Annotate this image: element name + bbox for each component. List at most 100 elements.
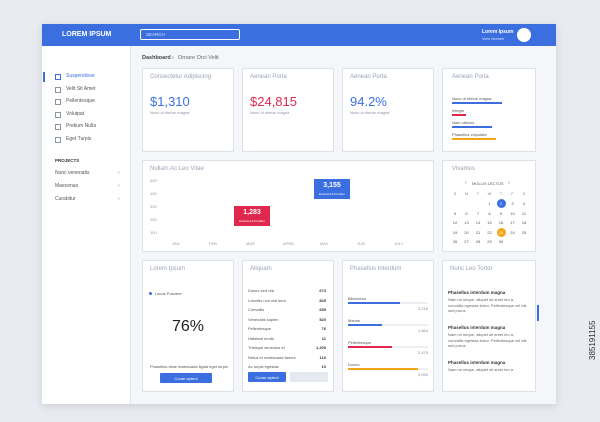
nav-icon — [55, 111, 61, 118]
progress-bar — [452, 114, 466, 116]
card — [342, 68, 434, 152]
calendar-day[interactable]: 16 — [498, 220, 504, 225]
nav-item[interactable]: Eget Turpis — [66, 135, 92, 142]
x-tick-label: JUN — [357, 241, 365, 246]
calendar-day[interactable]: 20 — [464, 229, 469, 235]
bar-fill — [348, 368, 418, 370]
calendar-day[interactable]: 2 — [499, 201, 503, 206]
row-label: Pellentesque — [248, 326, 272, 331]
bar-fill — [348, 324, 382, 326]
calendar-day[interactable]: 9 — [499, 210, 503, 216]
user-role: Vero Nomen — [482, 36, 505, 41]
project-chevron[interactable]: › — [118, 170, 120, 176]
day-highlight — [496, 199, 506, 208]
progress-bar — [452, 138, 496, 140]
calendar-day[interactable]: 21 — [475, 229, 481, 235]
card — [442, 160, 536, 252]
calendar-day[interactable]: 1 — [488, 201, 491, 206]
calendar-day[interactable]: 30 — [498, 239, 504, 244]
bar-fill — [348, 346, 392, 348]
row-value: 659 — [319, 307, 326, 312]
calendar-day[interactable]: 23 — [498, 229, 504, 235]
nav-icon — [55, 99, 61, 105]
calendar-day[interactable]: 8 — [488, 210, 491, 216]
calendar-day[interactable]: 15 — [487, 220, 492, 225]
card — [142, 160, 434, 252]
weekday: M — [464, 191, 469, 196]
y-tick-label: 500 — [150, 178, 157, 183]
stat-caption: Nunc ut ritetue magna — [150, 110, 190, 115]
breadcrumb-root[interactable]: Dashboard — [142, 55, 171, 61]
search-box[interactable] — [140, 29, 240, 40]
nav-item[interactable]: Velit Sit Amet — [66, 85, 96, 92]
calendar-day[interactable]: 17 — [510, 220, 515, 225]
watermark-id: 385191155 — [588, 320, 597, 360]
calendar-day[interactable]: 4 — [522, 201, 526, 206]
row-value: 825 — [319, 297, 326, 303]
calendar-day[interactable]: 13 — [464, 220, 469, 225]
donut-percent: 76% — [171, 318, 205, 335]
nav-item[interactable]: Pellentesque — [66, 98, 95, 104]
donut-text: Phasellus vitae malesuada ligula eget tu… — [150, 364, 228, 369]
card — [242, 260, 334, 392]
calendar-day[interactable]: 29 — [487, 239, 492, 244]
callout-value: 1,283 — [243, 209, 261, 216]
calendar-day[interactable]: 14 — [475, 220, 481, 225]
row-value: 673 — [319, 288, 326, 293]
card-title: Aenean Porta — [452, 74, 489, 80]
calendar-day[interactable]: 10 — [510, 210, 515, 216]
news-heading: Phasellus interdum magna — [448, 325, 506, 330]
calendar-day[interactable]: 11 — [521, 210, 527, 216]
calendar-day[interactable]: 18 — [521, 220, 527, 225]
callout-caption: Euismod & Porttitor — [319, 192, 345, 196]
news-heading: Phasellus interdum magna — [448, 360, 506, 365]
callout — [314, 179, 350, 199]
calendar-day[interactable]: 22 — [487, 229, 492, 235]
card — [342, 260, 434, 392]
bar-label: Mauris — [348, 318, 361, 323]
month-prev[interactable]: ‹ — [465, 180, 467, 186]
card-title: Phasellus Interdum — [350, 266, 402, 272]
calendar-day[interactable]: 7 — [476, 210, 480, 216]
logo: LOREM IPSUM — [62, 31, 112, 38]
y-tick-label: 400 — [150, 191, 157, 196]
weekday: T — [499, 191, 503, 196]
calendar-day[interactable]: 6 — [465, 210, 468, 216]
x-tick-label: JAN — [172, 241, 180, 246]
card — [142, 68, 234, 152]
calendar-day[interactable]: 26 — [452, 239, 458, 244]
weekday: S — [453, 191, 457, 196]
calendar-day[interactable]: 12 — [452, 220, 458, 225]
nav-item[interactable]: Pretium Nulla — [66, 123, 97, 129]
calendar-day[interactable]: 28 — [475, 239, 481, 244]
progress-label: Phasellus vulputate — [452, 132, 487, 137]
bar-value: 1,864 — [417, 328, 428, 333]
card-title: Aliquam — [250, 266, 272, 272]
search-placeholder: SEARCH — [146, 32, 165, 37]
calendar-day[interactable]: 5 — [453, 210, 457, 216]
nav-item[interactable]: Suspendisse — [66, 73, 95, 79]
x-tick-label: JULY — [394, 241, 404, 246]
nav-item[interactable]: Volutpat — [66, 110, 85, 117]
calendar-day[interactable]: 3 — [511, 201, 514, 206]
month-next[interactable]: › — [508, 180, 510, 186]
row-value: 11 — [321, 335, 326, 341]
calendar-day[interactable]: 27 — [464, 239, 469, 244]
button-secondary[interactable] — [290, 372, 328, 382]
calendar-day[interactable]: 25 — [521, 229, 527, 235]
legend-dot — [149, 292, 152, 295]
calendar-day[interactable]: 24 — [510, 229, 515, 235]
button[interactable] — [160, 373, 212, 383]
avatar[interactable] — [517, 28, 531, 42]
project-item[interactable]: Curabitur — [55, 196, 76, 202]
x-tick-label: MAR — [246, 241, 255, 246]
project-item[interactable]: Nunc venenatis — [55, 170, 90, 176]
project-chevron[interactable]: › — [118, 183, 120, 189]
button-label: Curae aptent — [255, 375, 279, 380]
project-item[interactable]: Maecenas — [55, 183, 79, 189]
project-chevron[interactable]: › — [118, 196, 120, 202]
button[interactable] — [248, 372, 286, 382]
callout-value: 3,155 — [323, 182, 341, 189]
weekday: T — [476, 191, 480, 196]
calendar-day[interactable]: 19 — [452, 229, 458, 235]
